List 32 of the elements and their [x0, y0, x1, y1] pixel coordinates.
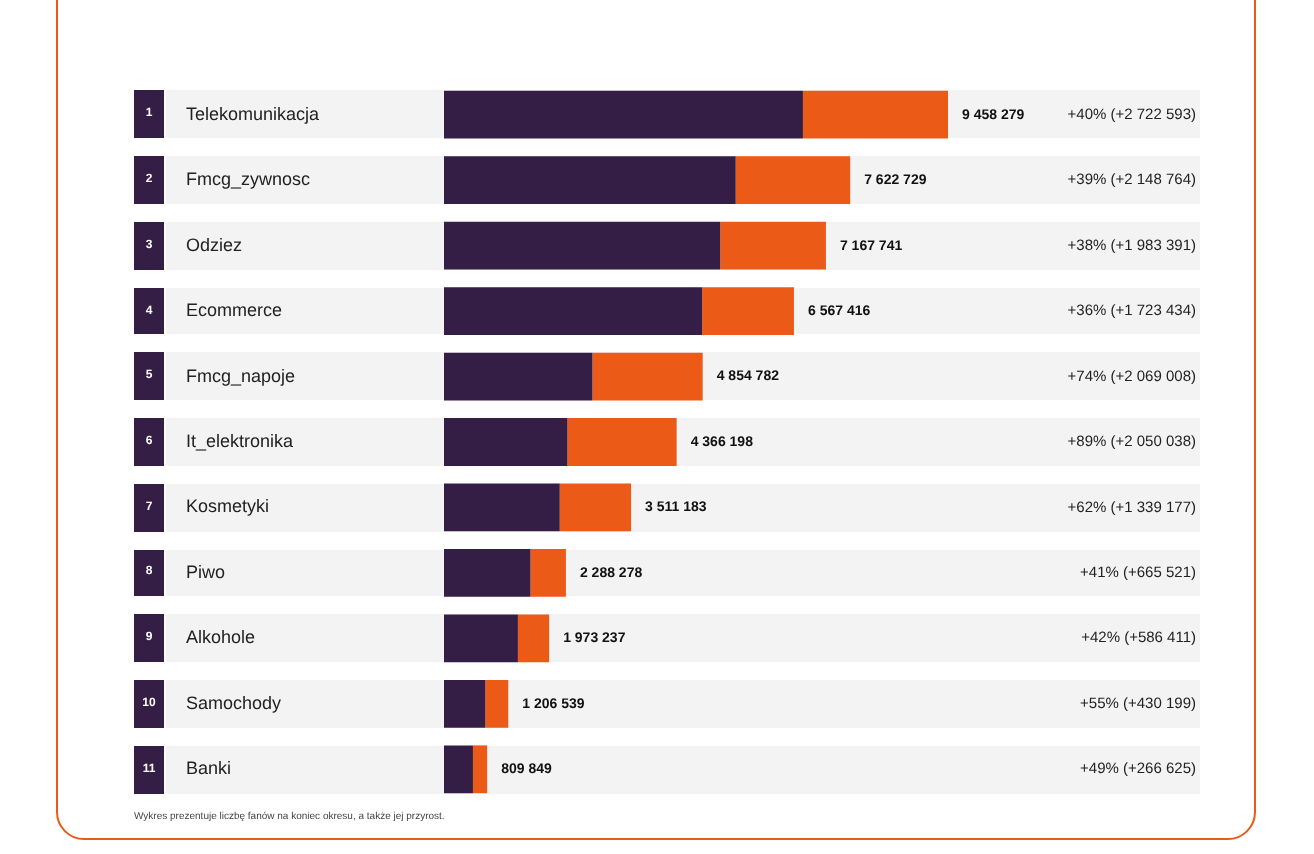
- bar: [444, 156, 736, 205]
- y-tick-label: Kosmetyki: [186, 496, 270, 517]
- bar: [444, 745, 473, 794]
- y-tick-label: Fmcg_zywnosc: [186, 169, 312, 190]
- bar: [444, 614, 518, 663]
- y-tick-label: Samochody: [186, 692, 283, 713]
- bar: [444, 221, 721, 270]
- bar: [444, 352, 593, 401]
- bar: [444, 483, 560, 532]
- y-tick-label: It_elektronika: [186, 430, 294, 451]
- y-tick-label: Ecommerce: [186, 300, 283, 321]
- bar: [592, 352, 703, 401]
- bar: [485, 679, 509, 728]
- y-tick-label: Odziez: [186, 234, 244, 255]
- y-tick-label: Banki: [186, 758, 232, 779]
- y-tick-label: Fmcg_napoje: [186, 365, 296, 386]
- bar: [720, 221, 826, 270]
- bar: [517, 614, 550, 663]
- bar: [444, 679, 486, 728]
- bar: [444, 418, 568, 466]
- bar: [530, 549, 566, 597]
- bar: [735, 156, 851, 205]
- y-tick-label: Piwo: [186, 561, 226, 582]
- bar: [702, 287, 794, 335]
- bar: [444, 549, 531, 597]
- bar: [472, 745, 488, 794]
- y-tick-label: Telekomunikacja: [186, 103, 320, 124]
- bar: [444, 287, 703, 335]
- bar: [802, 90, 948, 139]
- y-tick-label: Alkohole: [186, 627, 256, 648]
- bar: [567, 418, 677, 466]
- bar: [559, 483, 632, 532]
